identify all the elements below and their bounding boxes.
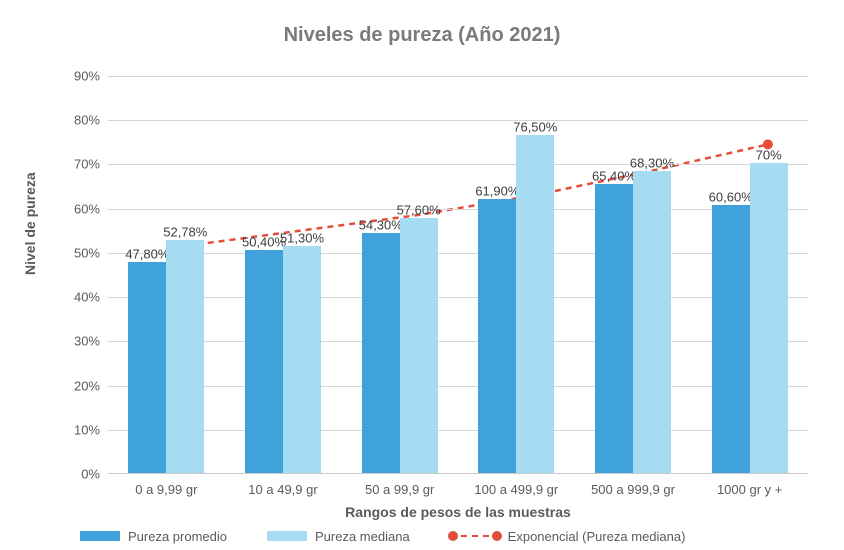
y-tick-label: 70% [64, 157, 100, 172]
x-tick-label: 50 a 99,9 gr [365, 482, 434, 497]
y-tick-label: 60% [64, 201, 100, 216]
chart-title: Niveles de pureza (Año 2021) [0, 24, 844, 47]
x-tick-label: 500 a 999,9 gr [591, 482, 675, 497]
data-label: 47,80% [125, 246, 169, 261]
x-axis-label: Rangos de pesos de las muestras [108, 504, 808, 520]
gridline [108, 164, 808, 165]
data-label: 68,30% [630, 155, 674, 170]
data-label: 76,50% [513, 119, 557, 134]
bar-mediana [633, 171, 671, 473]
y-tick-label: 30% [64, 334, 100, 349]
x-tick-label: 1000 gr y + [717, 482, 782, 497]
legend-item-promedio: Pureza promedio [80, 529, 227, 544]
bar-mediana [166, 240, 204, 473]
x-tick-label: 100 a 499,9 gr [474, 482, 558, 497]
bar-promedio [478, 199, 516, 473]
x-tick-label: 10 a 49,9 gr [248, 482, 317, 497]
legend-swatch-mediana [267, 531, 307, 541]
data-label: 51,30% [280, 231, 324, 246]
y-tick-label: 40% [64, 290, 100, 305]
gridline [108, 76, 808, 77]
legend-label-promedio: Pureza promedio [128, 529, 227, 544]
x-tick-label: 0 a 9,99 gr [135, 482, 197, 497]
gridline [108, 386, 808, 387]
y-tick-label: 10% [64, 422, 100, 437]
bar-mediana [400, 218, 438, 473]
gridline [108, 430, 808, 431]
y-tick-label: 90% [64, 69, 100, 84]
bar-promedio [128, 262, 166, 473]
bar-promedio [595, 184, 633, 473]
legend-line-trend [450, 530, 500, 542]
data-label: 61,90% [475, 184, 519, 199]
legend-label-mediana: Pureza mediana [315, 529, 410, 544]
bar-mediana [750, 163, 788, 473]
data-label: 57,60% [397, 203, 441, 218]
gridline [108, 120, 808, 121]
gridline [108, 209, 808, 210]
data-label: 70% [756, 148, 782, 163]
data-label: 54,30% [359, 217, 403, 232]
y-tick-label: 50% [64, 245, 100, 260]
legend-trend-dot-left [448, 531, 458, 541]
bar-mediana [283, 246, 321, 473]
legend-trend-dot-right [492, 531, 502, 541]
bar-mediana [516, 135, 554, 473]
gridline [108, 253, 808, 254]
data-label: 60,60% [709, 190, 753, 205]
legend-item-mediana: Pureza mediana [267, 529, 410, 544]
y-tick-label: 20% [64, 378, 100, 393]
plot-area: 47,80%50,40%54,30%61,90%65,40%60,60%52,7… [108, 76, 808, 474]
bar-promedio [245, 250, 283, 473]
y-axis-label: Nivel de pureza [22, 172, 38, 275]
legend: Pureza promedio Pureza mediana Exponenci… [80, 526, 824, 546]
bar-promedio [362, 233, 400, 473]
trendline-layer [108, 76, 808, 473]
gridline [108, 341, 808, 342]
legend-item-trend: Exponencial (Pureza mediana) [450, 529, 686, 544]
data-label: 52,78% [163, 224, 207, 239]
gridline [108, 297, 808, 298]
legend-label-trend: Exponencial (Pureza mediana) [508, 529, 686, 544]
y-tick-label: 0% [64, 467, 100, 482]
y-tick-label: 80% [64, 113, 100, 128]
data-label: 65,40% [592, 168, 636, 183]
legend-swatch-promedio [80, 531, 120, 541]
purity-chart: Niveles de pureza (Año 2021) Nivel de pu… [0, 0, 844, 550]
bar-promedio [712, 205, 750, 473]
